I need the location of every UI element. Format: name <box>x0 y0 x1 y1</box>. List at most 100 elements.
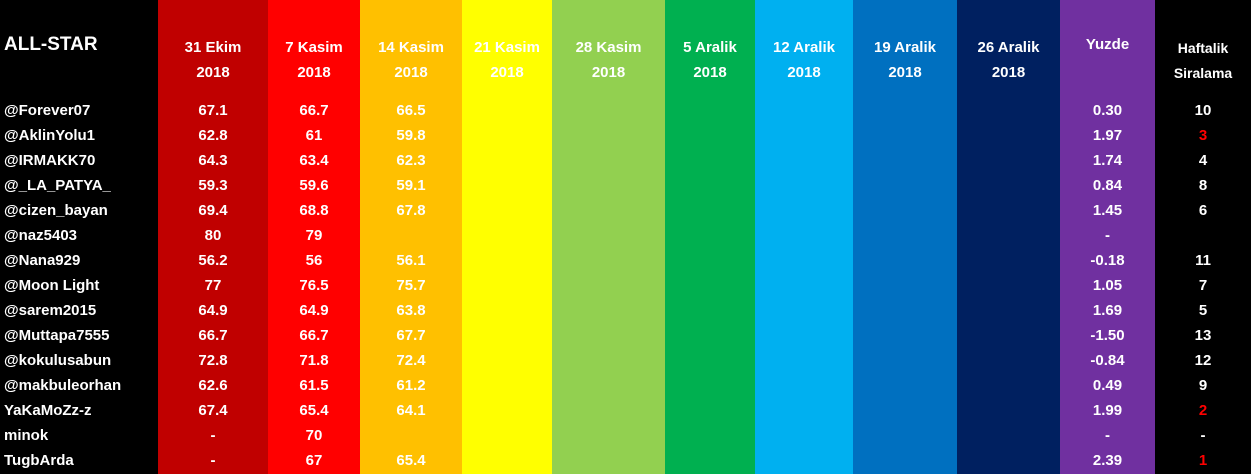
rank-cell: 4 <box>1198 152 1208 169</box>
column-band <box>665 0 755 474</box>
yuzde-cell: 1.99 <box>1092 402 1123 419</box>
score-cell: 77 <box>204 277 222 294</box>
score-cell: 67.4 <box>198 402 228 419</box>
yuzde-cell: 1.97 <box>1092 127 1123 144</box>
column-header: Haftalik <box>1177 40 1229 56</box>
rank-cell: 11 <box>1195 252 1211 269</box>
score-cell: 65.4 <box>396 452 426 469</box>
column-header: 2018 <box>693 64 727 81</box>
column-band <box>1155 0 1251 474</box>
column-header: 5 Aralik <box>683 39 737 56</box>
row-name: @Moon Light <box>4 277 100 294</box>
rank-cell: 5 <box>1198 302 1208 319</box>
column-header: 2018 <box>888 64 922 81</box>
yuzde-cell: 0.84 <box>1092 177 1123 194</box>
rank-cell: 1 <box>1198 452 1208 469</box>
yuzde-cell: -0.84 <box>1090 352 1125 369</box>
score-cell: 64.9 <box>198 302 228 319</box>
score-cell: 61.2 <box>396 377 426 394</box>
row-name: TugbArda <box>4 452 74 469</box>
column-header: 2018 <box>490 64 524 81</box>
score-cell: 61.5 <box>299 377 329 394</box>
yuzde-cell: 1.74 <box>1092 152 1123 169</box>
column-band <box>158 0 268 474</box>
column-header: 21 Kasim <box>474 39 540 56</box>
row-name: @cizen_bayan <box>4 202 108 219</box>
rank-cell: 8 <box>1198 177 1208 194</box>
score-cell: 66.7 <box>299 327 329 344</box>
column-header: 2018 <box>394 64 428 81</box>
yuzde-cell: 1.45 <box>1092 202 1123 219</box>
column-header: 26 Aralik <box>977 39 1040 56</box>
row-name: @naz5403 <box>4 227 78 244</box>
score-cell: 56 <box>305 252 323 269</box>
row-name: @kokulusabun <box>4 352 112 369</box>
score-cell: 72.4 <box>396 352 426 369</box>
score-cell: - <box>210 427 216 444</box>
yuzde-cell: 1.69 <box>1092 302 1123 319</box>
row-name: minok <box>4 427 49 444</box>
score-cell: 75.7 <box>396 277 426 294</box>
score-cell: 65.4 <box>299 402 329 419</box>
rank-cell: 6 <box>1198 202 1208 219</box>
yuzde-cell: 1.05 <box>1092 277 1123 294</box>
row-name: @_LA_PATYA_ <box>4 177 111 194</box>
yuzde-cell: - <box>1105 427 1110 444</box>
row-name: YaKaMoZz-z <box>4 402 92 419</box>
score-cell: 63.8 <box>396 302 426 319</box>
score-cell: 62.8 <box>198 127 228 144</box>
column-band <box>755 0 853 474</box>
score-cell: 59.3 <box>198 177 228 194</box>
score-cell: 71.8 <box>299 352 329 369</box>
column-band <box>462 0 552 474</box>
yuzde-cell: - <box>1105 227 1110 244</box>
score-cell: 66.7 <box>299 102 329 119</box>
score-cell: 79 <box>305 227 323 244</box>
column-header: 14 Kasim <box>378 39 444 56</box>
rank-cell: 7 <box>1198 277 1208 294</box>
row-name: @IRMAKK70 <box>4 152 96 169</box>
column-band <box>552 0 665 474</box>
score-cell: 80 <box>204 227 222 244</box>
rank-cell: 13 <box>1194 327 1212 344</box>
score-cell: 66.7 <box>198 327 228 344</box>
column-header: 2018 <box>787 64 821 81</box>
score-cell: 70 <box>305 427 323 444</box>
column-header: 7 Kasim <box>285 39 343 56</box>
row-name: @AklinYolu1 <box>4 127 96 144</box>
column-band <box>853 0 957 474</box>
score-cell: 61 <box>305 127 323 144</box>
row-name: @Muttapa7555 <box>4 327 110 344</box>
column-header: 2018 <box>297 64 331 81</box>
column-header: 12 Aralik <box>773 39 835 56</box>
rank-cell: 3 <box>1198 127 1208 144</box>
score-cell: 66.5 <box>396 102 426 119</box>
score-cell: 62.3 <box>396 152 426 169</box>
score-cell: 64.1 <box>396 402 426 419</box>
row-name: @Forever07 <box>4 102 91 119</box>
score-cell: 59.1 <box>396 177 426 194</box>
row-name: @sarem2015 <box>4 302 97 319</box>
column-header: 2018 <box>991 64 1026 81</box>
column-band <box>360 0 462 474</box>
yuzde-cell: -1.50 <box>1090 327 1125 344</box>
yuzde-cell: 0.30 <box>1092 102 1123 119</box>
score-cell: 56.1 <box>396 252 426 269</box>
rank-cell: - <box>1200 427 1206 444</box>
yuzde-cell: 0.49 <box>1092 377 1123 394</box>
rank-cell: 12 <box>1194 352 1212 369</box>
column-header: 31 Ekim <box>184 39 242 56</box>
table-title: ALL-STAR <box>4 34 98 55</box>
score-cell: 67 <box>305 452 323 469</box>
score-cell: 59.8 <box>396 127 426 144</box>
score-cell: 56.2 <box>198 252 228 269</box>
column-header: Yuzde <box>1085 36 1130 53</box>
rank-cell: 2 <box>1198 402 1208 419</box>
score-cell: 67.8 <box>396 202 426 219</box>
score-cell: 67.1 <box>198 102 228 119</box>
column-header: 19 Aralik <box>874 39 936 56</box>
column-header: Siralama <box>1173 65 1233 81</box>
score-cell: 59.6 <box>299 177 329 194</box>
score-cell: 69.4 <box>198 202 228 219</box>
